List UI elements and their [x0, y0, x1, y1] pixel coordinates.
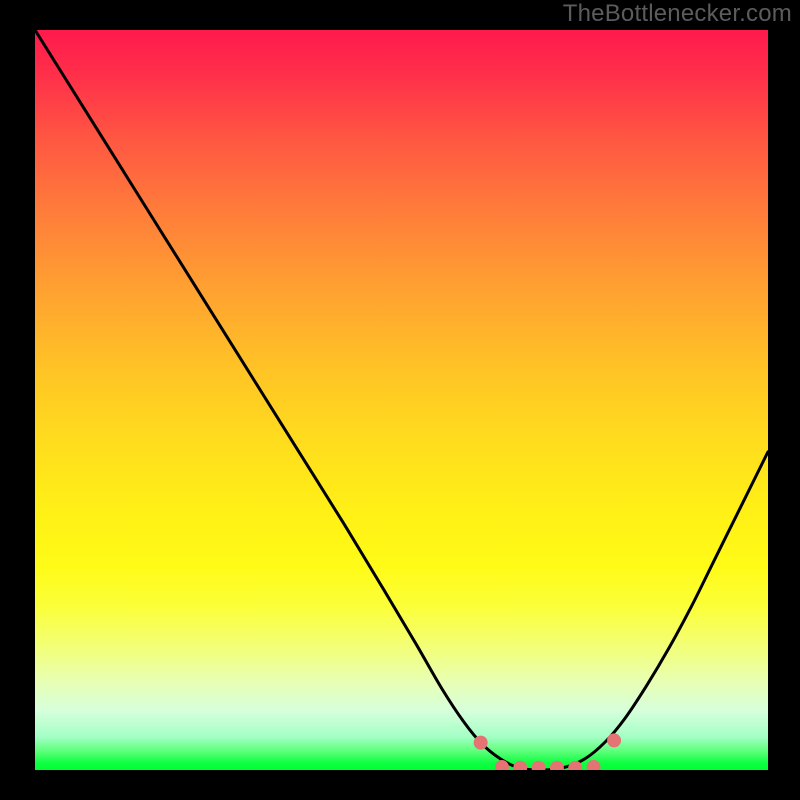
plot-area	[35, 30, 768, 770]
trough-marker	[474, 736, 488, 750]
chart-container: TheBottlenecker.com	[0, 0, 800, 800]
plot-svg	[35, 30, 768, 770]
gradient-background	[35, 30, 768, 770]
watermark-text: TheBottlenecker.com	[563, 0, 792, 28]
trough-marker	[607, 733, 621, 747]
